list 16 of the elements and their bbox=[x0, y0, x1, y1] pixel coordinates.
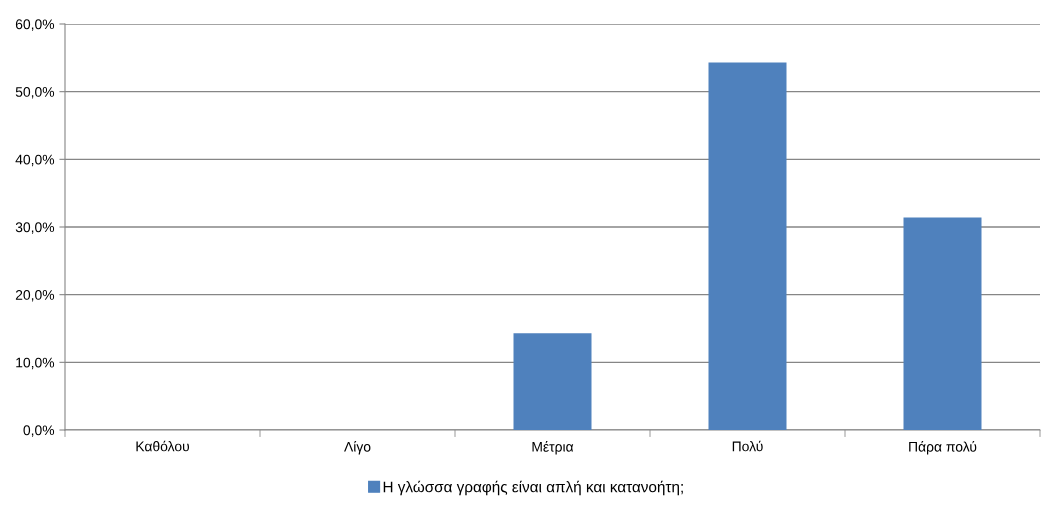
legend-label: Η γλώσσα γραφής είναι απλή και κατανοήτη; bbox=[383, 480, 683, 496]
y-tick-label: 30,0% bbox=[15, 222, 55, 234]
y-tick-label: 0,0% bbox=[23, 425, 55, 437]
y-tick-label: 20,0% bbox=[15, 290, 55, 302]
bar bbox=[903, 217, 982, 430]
y-tick-label: 50,0% bbox=[15, 87, 55, 99]
bar bbox=[513, 333, 592, 430]
y-tick-label: 10,0% bbox=[16, 357, 55, 370]
x-tick-label: Πάρα πολύ bbox=[909, 441, 977, 455]
x-tick-label: Μέτρια bbox=[532, 441, 574, 455]
x-tick-label: Λίγο bbox=[344, 441, 371, 455]
bar bbox=[708, 62, 787, 430]
x-tick-label: Πολύ bbox=[732, 440, 763, 452]
x-tick-label: Καθόλου bbox=[136, 440, 190, 452]
y-tick-label: 60,0% bbox=[15, 19, 55, 31]
y-tick-label: 40,0% bbox=[15, 154, 55, 167]
